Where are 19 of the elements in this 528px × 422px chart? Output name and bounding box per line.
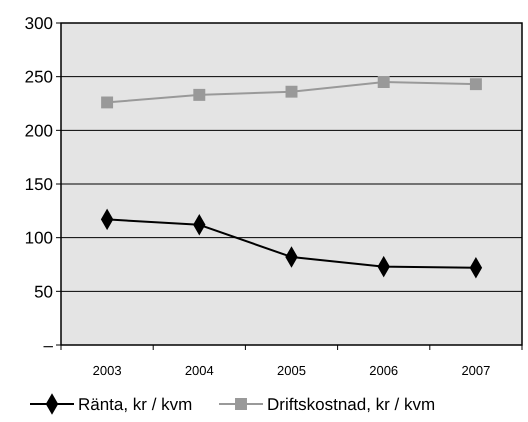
point — [101, 96, 114, 108]
y-tick-label: 200 — [24, 121, 53, 140]
x-tick-label: 2004 — [184, 363, 214, 378]
y-tick-label: 50 — [34, 282, 53, 302]
x-tick-label: 2003 — [92, 363, 122, 378]
legend-label: Ränta, kr / kvm — [78, 394, 192, 414]
point — [193, 88, 206, 101]
y-tick-label: 100 — [24, 228, 53, 248]
point — [470, 78, 482, 90]
y-tick-label: 150 — [24, 174, 53, 194]
legend-label: Driftskostnad, kr / kvm — [267, 394, 436, 414]
point — [286, 86, 298, 98]
y-tick-label: – — [44, 336, 54, 355]
x-tick-label: 2005 — [277, 363, 306, 378]
y-tick-label: 300 — [24, 14, 53, 33]
point — [378, 76, 390, 88]
y-tick-label: 250 — [24, 68, 53, 87]
x-tick-label: 2007 — [461, 363, 490, 378]
x-tick-label: 2006 — [369, 363, 398, 378]
